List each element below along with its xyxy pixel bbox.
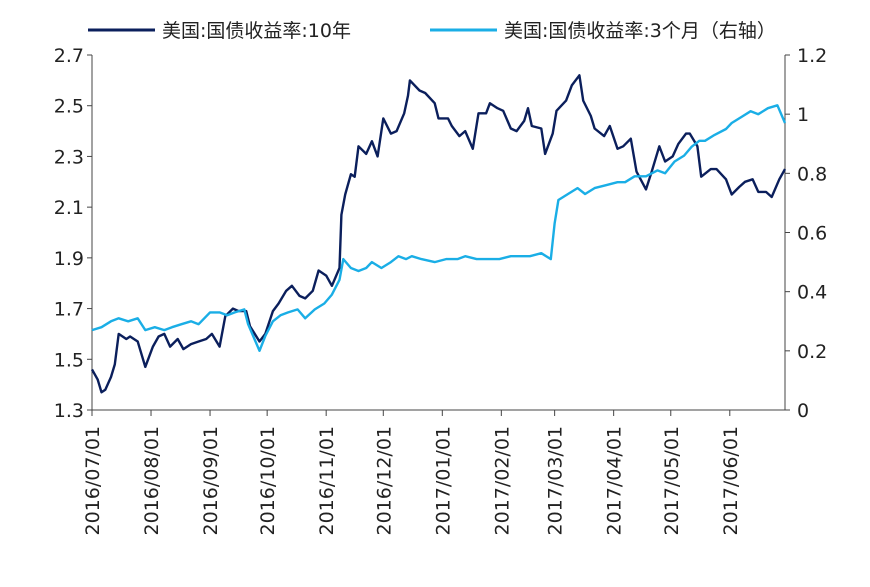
legend-label-10y: 美国:国债收益率:10年 — [162, 20, 351, 42]
right-tick-label: 1.2 — [797, 45, 827, 67]
x-tick-label: 2016/08/01 — [141, 426, 163, 536]
left-tick-label: 2.7 — [54, 45, 84, 67]
left-tick-label: 2.1 — [54, 197, 84, 219]
x-tick-label: 2017/05/01 — [661, 426, 683, 536]
left-tick-label: 1.9 — [54, 248, 84, 270]
x-tick-labels: 2016/07/01 2016/08/01 2016/09/01 2016/10/01… — [82, 410, 742, 536]
x-tick-label: 2016/09/01 — [200, 426, 222, 536]
x-tick-label: 2017/01/01 — [432, 426, 454, 536]
legend-label-3m: 美国:国债收益率:3个月（右轴） — [504, 20, 776, 42]
x-tick-label: 2016/07/01 — [82, 426, 104, 536]
x-tick-label: 2016/10/01 — [257, 426, 279, 536]
series-line-10y — [90, 74, 787, 394]
x-tick-label: 2017/03/01 — [545, 426, 567, 536]
x-tick-label: 2017/02/01 — [491, 426, 513, 536]
right-tick-labels: 0 0.2 0.4 0.6 0.8 1 1.2 — [785, 45, 827, 422]
x-tick-label: 2017/06/01 — [720, 426, 742, 536]
legend: 美国:国债收益率:10年 美国:国债收益率:3个月（右轴） — [88, 20, 776, 42]
series-line-3m — [91, 104, 787, 352]
left-tick-label: 1.5 — [54, 349, 84, 371]
right-tick-label: 0.4 — [797, 282, 827, 304]
right-tick-label: 0.2 — [797, 341, 827, 363]
series-layer — [90, 74, 787, 394]
right-tick-label: 0 — [797, 400, 809, 422]
left-tick-label: 2.5 — [54, 96, 84, 118]
left-tick-labels: 1.3 1.5 1.7 1.9 2.1 2.3 2.5 2.7 — [54, 45, 92, 422]
right-tick-label: 0.6 — [797, 223, 827, 245]
x-tick-label: 2016/12/01 — [373, 426, 395, 536]
x-tick-label: 2016/11/01 — [316, 426, 338, 536]
left-tick-label: 1.7 — [54, 299, 84, 321]
right-tick-label: 0.8 — [797, 163, 827, 185]
left-tick-label: 2.3 — [54, 146, 84, 168]
right-tick-label: 1 — [797, 104, 809, 126]
x-tick-label: 2017/04/01 — [604, 426, 626, 536]
left-tick-label: 1.3 — [54, 400, 84, 422]
